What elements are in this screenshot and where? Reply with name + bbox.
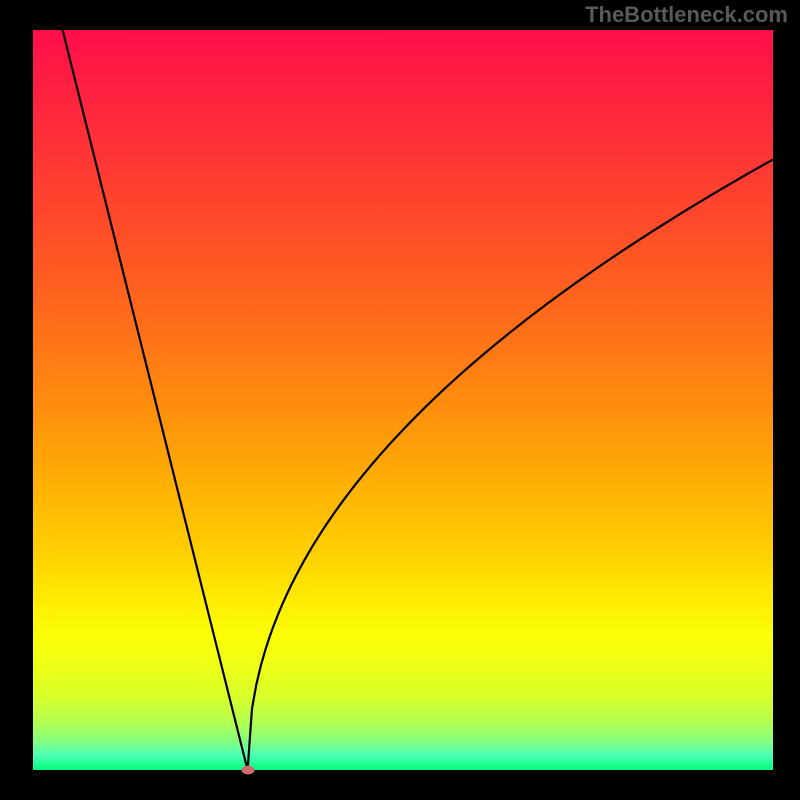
valley-marker — [241, 766, 254, 775]
chart-container: TheBottleneck.com — [0, 0, 800, 800]
curve-path — [63, 30, 773, 770]
bottleneck-curve — [33, 30, 773, 770]
watermark-text: TheBottleneck.com — [585, 2, 788, 28]
plot-area — [33, 30, 773, 770]
